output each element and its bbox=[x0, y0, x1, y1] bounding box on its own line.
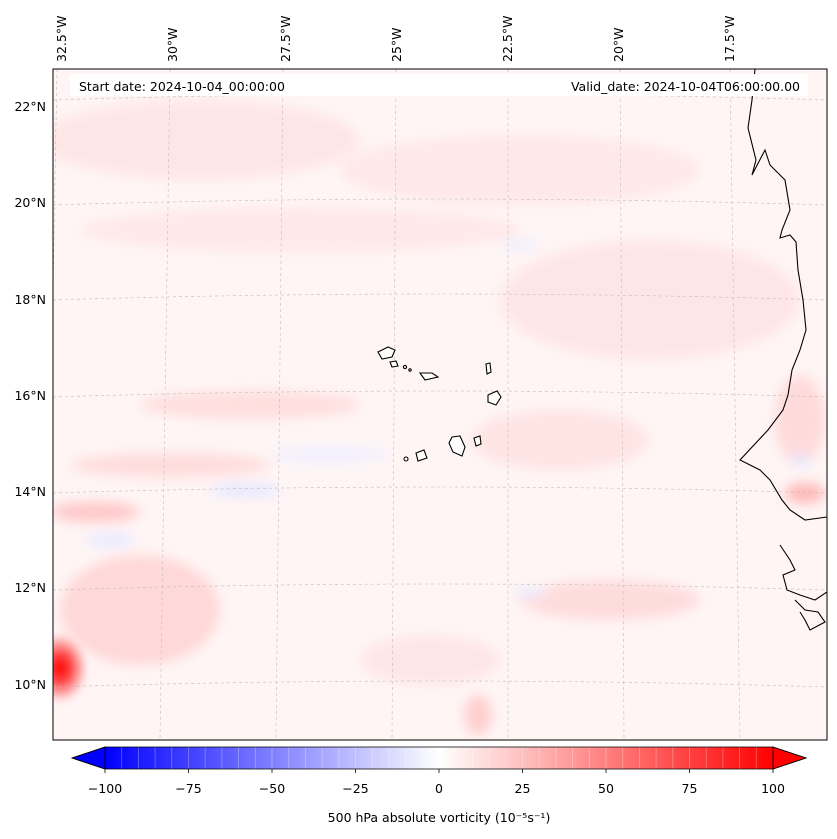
graticule bbox=[53, 69, 827, 740]
map-panel: Start date: 2024-10-04_00:00:00 Valid_da… bbox=[52, 68, 828, 741]
colorbar: −100 −75 −50 −25 0 25 50 75 100 500 hPa absolute… bbox=[70, 746, 808, 825]
start-date-text: Start date: 2024-10-04_00:00:00 bbox=[79, 79, 285, 94]
colorbar-tick-label: 50 bbox=[598, 781, 614, 796]
latitude-labels: 22°N 20°N 18°N 16°N 14°N 12°N 10°N bbox=[14, 99, 46, 692]
colorbar-tick-label: −100 bbox=[88, 781, 122, 796]
longitude-labels: 32.5°W 30°W 27.5°W 25°W 22.5°W 20°W 17.5… bbox=[54, 16, 737, 62]
lon-label: 30°W bbox=[165, 27, 180, 62]
colorbar-tick-label: 25 bbox=[515, 781, 531, 796]
lat-label: 18°N bbox=[14, 292, 46, 307]
vorticity-patches bbox=[53, 100, 825, 735]
lat-label: 22°N bbox=[14, 99, 46, 114]
colorbar-tick-label: −50 bbox=[259, 781, 285, 796]
header-background bbox=[70, 74, 808, 96]
lon-label: 25°W bbox=[389, 27, 404, 62]
valid-date-text: Valid_date: 2024-10-04T06:00:00.00 bbox=[571, 79, 800, 94]
colorbar-body bbox=[105, 747, 773, 769]
strong-vorticity-center bbox=[53, 630, 90, 706]
lon-label: 20°W bbox=[611, 27, 626, 62]
lat-label: 10°N bbox=[14, 677, 46, 692]
lat-label: 16°N bbox=[14, 388, 46, 403]
colorbar-tick-label: −25 bbox=[342, 781, 368, 796]
coastlines bbox=[739, 69, 827, 631]
colorbar-label: 500 hPa absolute vorticity (10⁻⁵s⁻¹) bbox=[328, 810, 551, 825]
colorbar-steps bbox=[121, 747, 757, 769]
colorbar-tick-label: 75 bbox=[682, 781, 698, 796]
colorbar-tick-label: 100 bbox=[761, 781, 785, 796]
lon-label: 32.5°W bbox=[54, 16, 69, 62]
map-frame bbox=[52, 68, 828, 741]
lat-label: 14°N bbox=[14, 484, 46, 499]
colorbar-ticks: −100 −75 −50 −25 0 25 50 75 100 bbox=[88, 769, 785, 796]
colorbar-extend-high bbox=[772, 746, 808, 770]
colorbar-tick-label: −75 bbox=[175, 781, 201, 796]
cape-verde-islands bbox=[377, 346, 502, 462]
vorticity-field bbox=[53, 69, 827, 740]
lon-label: 17.5°W bbox=[722, 16, 737, 62]
lat-label: 20°N bbox=[14, 195, 46, 210]
lon-label: 22.5°W bbox=[500, 16, 515, 62]
colorbar-extend-low bbox=[70, 746, 106, 770]
lat-label: 12°N bbox=[14, 580, 46, 595]
colorbar-tick-label: 0 bbox=[435, 781, 443, 796]
lon-label: 27.5°W bbox=[278, 16, 293, 62]
african-coastline bbox=[739, 69, 827, 521]
